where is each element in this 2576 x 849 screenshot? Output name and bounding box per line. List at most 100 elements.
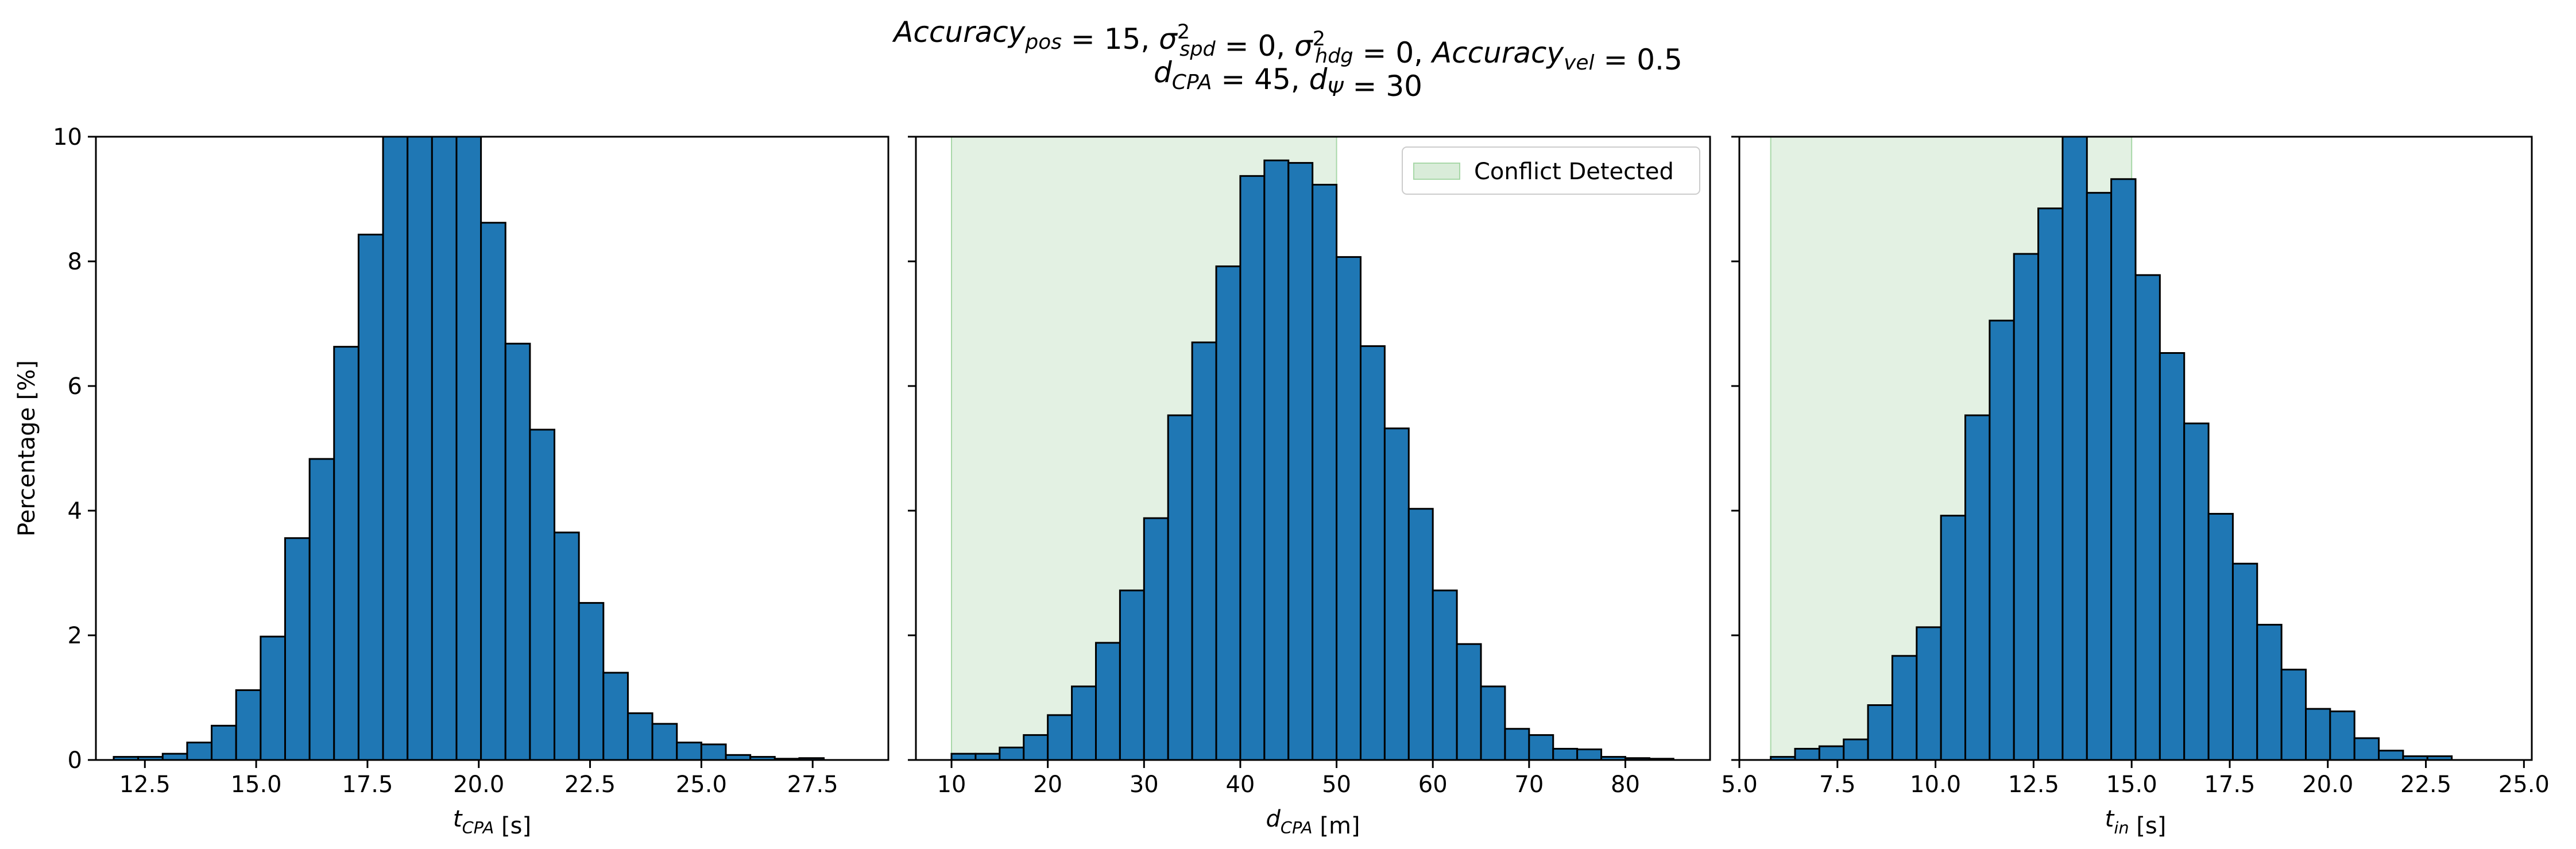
histogram-bar [260,635,286,760]
histogram-bar [2110,178,2137,760]
x-tick-label: 25.0 [2498,771,2550,798]
x-tick-label: 12.5 [2008,771,2059,798]
histogram-bar [211,724,237,760]
x-tick-label: 7.5 [1819,771,1856,798]
histogram-bar [554,531,580,760]
x-axis-label: tin [s] [2105,806,2167,839]
y-axis-label: Percentage [%] [14,360,40,537]
histogram-bar [1552,747,1579,760]
histogram-bar [1528,734,1554,760]
histogram-bar [504,342,531,760]
histogram-bar [1576,748,1603,760]
histogram-bar [1480,685,1506,760]
histogram-bar [578,602,605,760]
x-tick-label: 22.5 [564,771,616,798]
histogram-bar [2304,708,2331,760]
x-tick-label: 20.0 [453,771,504,798]
histogram-bar [1336,256,1362,760]
histogram-bar [1916,626,1942,760]
x-axis-label: tCPA [s] [453,806,531,839]
histogram-bar [602,672,629,760]
histogram-bar [186,742,213,760]
histogram-bar [1312,184,1338,760]
y-tick-label: 4 [68,498,82,524]
x-tick-label: 20.0 [2302,771,2353,798]
figure-title-line2: dCPA = 45, dΨ = 30 [1154,56,1422,103]
subplot-dcpa: 10 20 30 40 50 60 70 80 dCPA [m] Conflict Detecte… [908,136,1711,839]
x-tick-label: 10 [937,771,966,798]
legend: Conflict Detected [1402,146,1700,195]
x-tick-label: 22.5 [2400,771,2451,798]
histogram-bar [1119,589,1145,760]
histogram-bar [1071,685,1097,760]
histogram-bar [431,137,458,760]
x-tick-label: 15.0 [2106,771,2157,798]
histogram-bar [382,137,409,760]
histogram-bar [1964,414,1991,760]
y-tick-label: 2 [68,623,82,649]
histogram-bar [1239,175,1266,760]
histogram-bar [2231,562,2258,760]
plot-area [113,137,825,760]
histogram-bar [2378,750,2404,760]
x-tick-label: 12.5 [119,771,171,798]
figure-title-line1: Accuracypos = 15, σ2 spd = 0, σ2 hdg = 0, … [892,16,1682,76]
histogram-bar [700,743,727,760]
histogram-bar [2159,352,2186,760]
x-tick-label: 40 [1225,771,1255,798]
y-tick-label: 0 [68,747,82,774]
histogram-bar [2183,422,2210,760]
histogram-bar [2256,624,2283,760]
x-tick-label: 30 [1130,771,1159,798]
histogram-bar [2280,669,2307,760]
histogram-bar [1456,643,1482,760]
histogram-bar [999,746,1025,760]
histogram-bar [2353,737,2380,760]
histogram-bar [1215,265,1241,760]
legend-swatch [1413,163,1460,180]
subplot-tin: 5.0 7.5 10.0 12.5 15.0 17.5 20.0 22.5 25.0 tin [s… [1721,136,2550,839]
x-tick-label: 20 [1033,771,1062,798]
histogram-bar [235,689,262,760]
histogram-bar [480,222,506,760]
subplot-tcpa: 12.5 15.0 17.5 20.0 22.5 25.0 27.5 0 2 4 6 8 10 tCPA … [14,124,889,839]
x-tick-label: 15.0 [231,771,282,798]
histogram-bar [1263,159,1290,760]
histogram-bar [1191,341,1217,760]
histogram-bar [1843,738,1869,760]
histogram-bar [651,723,678,760]
histogram-bar [2207,512,2234,760]
histogram-bar [1094,642,1121,760]
histogram-bar [1940,515,1967,760]
histogram-bar [1047,714,1073,760]
histogram-bar [1432,589,1458,760]
x-tick-label: 10.0 [1910,771,1961,798]
histogram-bar [2061,137,2088,760]
axes-frame [915,136,1711,761]
axes-frame [1738,136,2533,761]
histogram-bar [455,137,482,760]
histogram-bar [1867,704,1893,760]
histogram-bar [1891,655,1918,760]
histogram-bar [950,752,977,760]
x-tick-label: 50 [1322,771,1351,798]
histogram-bar [1504,728,1530,760]
histogram-bar [1383,427,1410,760]
histogram-bar [2013,253,2040,760]
axes-frame [95,136,889,761]
histogram-bar [1818,745,1845,760]
x-tick-label: 5.0 [1721,771,1758,798]
histogram-bar [308,458,335,760]
histogram-bar [2037,207,2064,760]
histogram-bar [161,752,188,760]
histogram-bar [626,712,653,760]
histogram-bar [1989,319,2015,760]
histogram-bar [333,346,359,760]
histogram-bar [357,233,384,760]
histogram-bar [974,752,1001,760]
histogram-bar [529,429,556,760]
x-tick-label: 60 [1418,771,1448,798]
legend-box [1402,146,1700,195]
histogram-bar [1023,734,1049,760]
